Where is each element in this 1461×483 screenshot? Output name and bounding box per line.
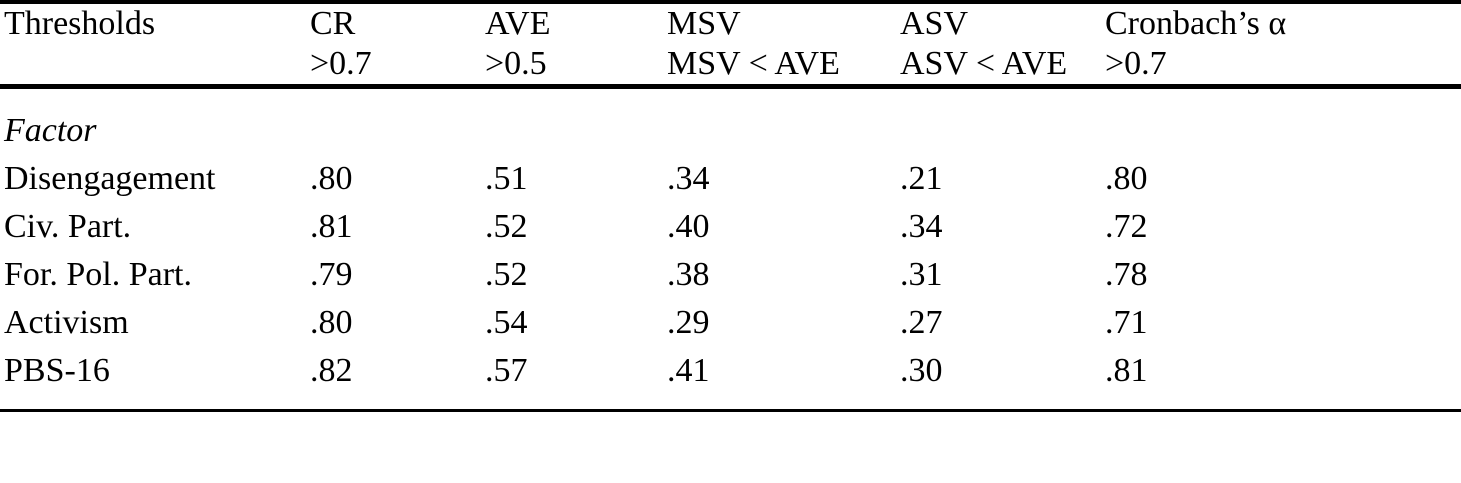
col-threshold: MSV < AVE [667, 45, 840, 82]
ave-cell: .57 [485, 352, 528, 389]
col-threshold: >0.5 [485, 45, 547, 82]
msv-cell: .40 [667, 208, 710, 245]
cr-cell: .80 [310, 160, 353, 197]
cronbach-alpha-cell: .71 [1105, 304, 1148, 341]
table-row: Civ. Part. .81 .52 .40 .34 .72 [0, 203, 1461, 251]
factor-cell: Disengagement [4, 160, 216, 197]
col-header-ave: AVE >0.5 [485, 2, 667, 87]
col-header-msv: MSV MSV < AVE [667, 2, 900, 87]
ave-cell: .52 [485, 208, 528, 245]
col-label: Cronbach’s α [1105, 5, 1287, 42]
msv-cell: .41 [667, 352, 710, 389]
cr-cell: .82 [310, 352, 353, 389]
asv-cell: .34 [900, 208, 943, 245]
col-label: Thresholds [4, 5, 156, 42]
msv-cell: .34 [667, 160, 710, 197]
table-row: For. Pol. Part. .79 .52 .38 .31 .78 [0, 251, 1461, 299]
table-row: Activism .80 .54 .29 .27 .71 [0, 299, 1461, 347]
col-label: AVE [485, 5, 551, 42]
col-header-thresholds: Thresholds [0, 2, 310, 87]
col-threshold: ASV < AVE [900, 45, 1068, 82]
msv-cell: .29 [667, 304, 710, 341]
section-label-cell: Factor [0, 87, 1461, 156]
table-header: Thresholds CR >0.7 AVE >0.5 MSV MSV < AV… [0, 2, 1461, 87]
cronbach-alpha-cell: .80 [1105, 160, 1148, 197]
col-label: ASV [900, 5, 969, 42]
col-header-cr: CR >0.7 [310, 2, 485, 87]
section-label: Factor [4, 112, 97, 149]
cr-cell: .81 [310, 208, 353, 245]
cr-cell: .80 [310, 304, 353, 341]
col-threshold: >0.7 [1105, 45, 1167, 82]
factor-cell: For. Pol. Part. [4, 256, 192, 293]
ave-cell: .54 [485, 304, 528, 341]
asv-cell: .31 [900, 256, 943, 293]
factor-cell: PBS-16 [4, 352, 110, 389]
col-threshold: >0.7 [310, 45, 372, 82]
col-header-cronbach-alpha: Cronbach’s α >0.7 [1105, 2, 1461, 87]
table-row: PBS-16 .82 .57 .41 .30 .81 [0, 347, 1461, 411]
table-row: Disengagement .80 .51 .34 .21 .80 [0, 155, 1461, 203]
factor-cell: Civ. Part. [4, 208, 132, 245]
cronbach-alpha-cell: .78 [1105, 256, 1148, 293]
table-body: Factor Disengagement .80 .51 .34 .21 .80… [0, 87, 1461, 411]
factor-cell: Activism [4, 304, 129, 341]
cr-cell: .79 [310, 256, 353, 293]
asv-cell: .30 [900, 352, 943, 389]
header-row: Thresholds CR >0.7 AVE >0.5 MSV MSV < AV… [0, 2, 1461, 87]
msv-cell: .38 [667, 256, 710, 293]
ave-cell: .52 [485, 256, 528, 293]
cronbach-alpha-cell: .72 [1105, 208, 1148, 245]
section-row: Factor [0, 87, 1461, 156]
validity-reliability-table: Thresholds CR >0.7 AVE >0.5 MSV MSV < AV… [0, 0, 1461, 411]
col-threshold [4, 44, 310, 84]
asv-cell: .21 [900, 160, 943, 197]
ave-cell: .51 [485, 160, 528, 197]
col-label: CR [310, 5, 356, 42]
col-label: MSV [667, 5, 741, 42]
cronbach-alpha-cell: .81 [1105, 352, 1148, 389]
asv-cell: .27 [900, 304, 943, 341]
col-header-asv: ASV ASV < AVE [900, 2, 1105, 87]
